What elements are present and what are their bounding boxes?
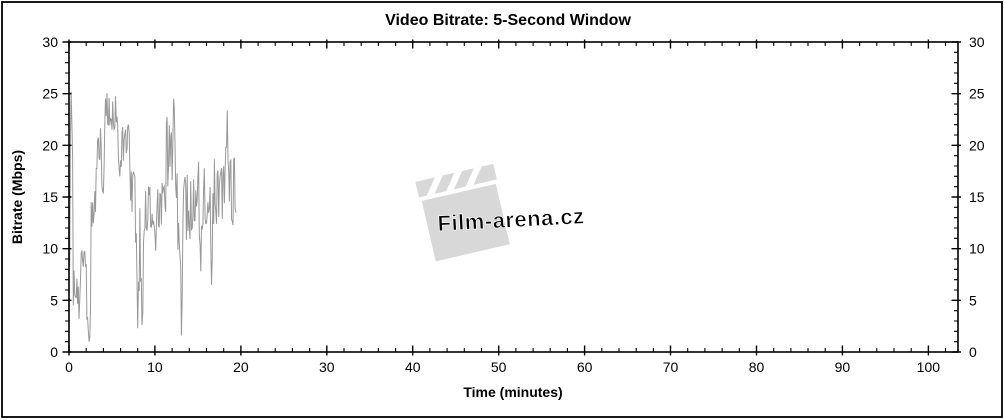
y-tick-label-right: 20: [969, 137, 985, 153]
x-tick-label: 80: [749, 359, 765, 375]
x-tick-label: 30: [319, 359, 335, 375]
y-tick-label-right: 25: [969, 86, 985, 102]
x-axis-label: Time (minutes): [463, 384, 562, 400]
y-tick-label-right: 10: [969, 241, 985, 257]
y-tick-label-left: 0: [50, 344, 58, 360]
minor-tick-marks: [65, 42, 958, 352]
y-tick-label-left: 5: [50, 292, 58, 308]
x-tick-label: 0: [65, 359, 73, 375]
y-axis-label: Bitrate (Mbps): [9, 150, 25, 244]
y-tick-label-left: 10: [42, 241, 58, 257]
x-tick-label: 60: [577, 359, 593, 375]
x-tick-label: 40: [405, 359, 421, 375]
chart-title: Video Bitrate: 5-Second Window: [385, 12, 631, 29]
clapperboard-icon: [415, 163, 510, 262]
x-tick-label: 20: [233, 359, 249, 375]
y-tick-label-left: 15: [42, 189, 58, 205]
y-tick-label-left: 20: [42, 137, 58, 153]
plot-frame: [68, 41, 959, 353]
bitrate-line: [68, 91, 237, 342]
y-tick-label-right: 5: [969, 292, 977, 308]
x-tick-label: 100: [917, 359, 941, 375]
watermark: Film-arena.cz: [415, 163, 586, 262]
y-tick-label-right: 0: [969, 344, 977, 360]
y-tick-label-right: 15: [969, 189, 985, 205]
x-tick-label: 10: [147, 359, 163, 375]
y-tick-label-right: 30: [969, 34, 985, 50]
x-tick-label: 70: [663, 359, 679, 375]
major-tick-marks: [62, 39, 961, 356]
y-tick-label-left: 30: [42, 34, 58, 50]
x-tick-label: 50: [491, 359, 507, 375]
x-tick-label: 90: [835, 359, 851, 375]
y-tick-label-left: 25: [42, 86, 58, 102]
